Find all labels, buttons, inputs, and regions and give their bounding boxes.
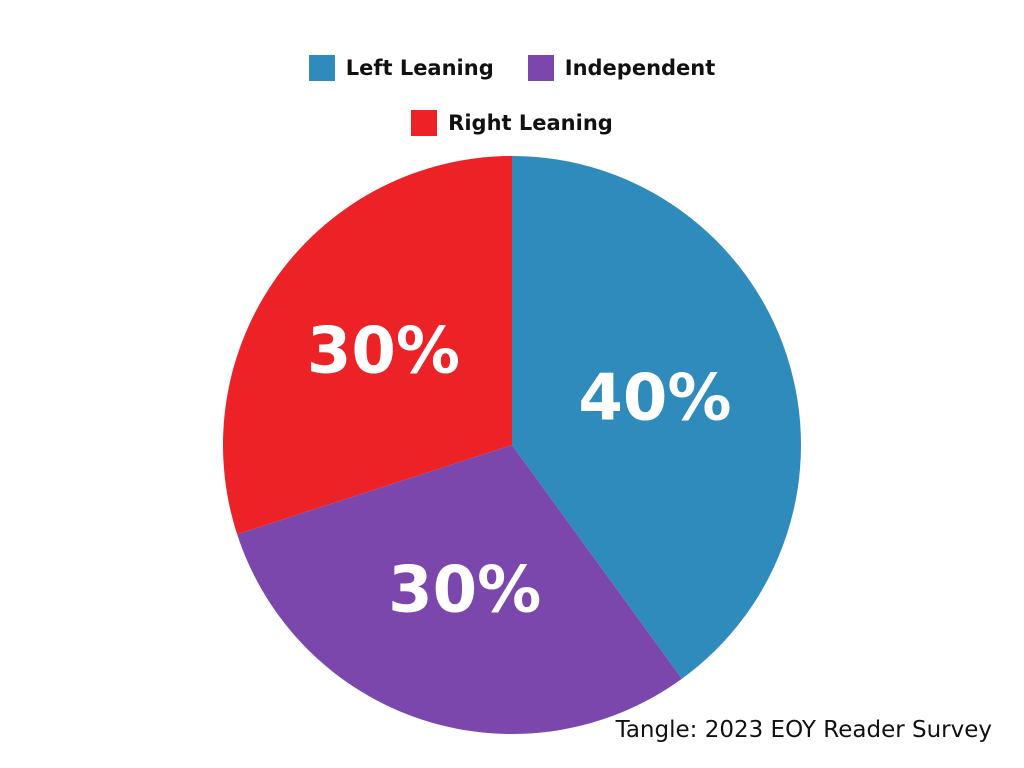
legend-label-left-leaning: Left Leaning bbox=[345, 56, 494, 80]
legend-swatch-left-leaning bbox=[308, 55, 335, 81]
slice-label-independent: 30% bbox=[388, 554, 541, 628]
source-caption: Tangle: 2023 EOY Reader Survey bbox=[615, 717, 992, 743]
pie-slice-left-leaning bbox=[512, 156, 802, 679]
legend-label-right-leaning: Right Leaning bbox=[448, 111, 613, 135]
legend-swatch-right-leaning bbox=[411, 110, 438, 136]
legend-label-independent: Independent bbox=[564, 56, 716, 80]
legend-item-left-leaning: Left Leaning bbox=[308, 55, 494, 81]
legend-row-1: Left Leaning Independent bbox=[0, 55, 1024, 81]
slice-label-right-leaning: 30% bbox=[307, 315, 460, 389]
legend-swatch-independent bbox=[527, 55, 554, 81]
legend-item-right-leaning: Right Leaning bbox=[411, 110, 613, 136]
pie-slice-right-leaning bbox=[222, 156, 512, 535]
slice-label-left-leaning: 40% bbox=[578, 362, 731, 436]
legend-item-independent: Independent bbox=[527, 55, 716, 81]
pie-slice-independent bbox=[237, 445, 682, 734]
legend-row-2: Right Leaning bbox=[0, 110, 1024, 136]
